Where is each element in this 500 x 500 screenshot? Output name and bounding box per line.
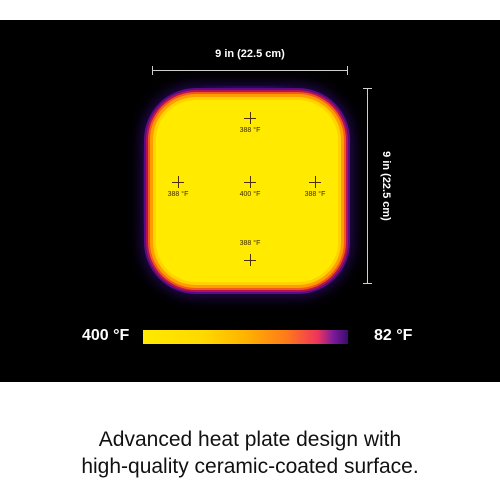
crosshair-icon	[172, 176, 184, 188]
caption-line-2: high-quality ceramic-coated surface.	[81, 455, 419, 478]
probe-center-temp: 400 °F	[239, 191, 261, 198]
height-dimension-line	[363, 88, 372, 284]
width-dimension-label: 9 in (22.5 cm)	[215, 48, 285, 60]
width-dimension-line	[152, 66, 348, 75]
scale-min-label: 400 °F	[82, 327, 130, 344]
caption-line-1: Advanced heat plate design with	[98, 428, 402, 451]
height-dimension-label: 9 in (22.5 cm)	[380, 151, 392, 221]
probe-bottom-temp: 388 °F	[239, 240, 261, 247]
heat-plate	[156, 100, 338, 282]
heat-map-panel: 9 in (22.5 cm) 9 in (22.5 cm) 388 °F 388…	[0, 20, 500, 382]
crosshair-icon	[244, 176, 256, 188]
temperature-color-scale	[143, 330, 348, 344]
crosshair-icon	[244, 254, 256, 266]
scale-max-label: 82 °F	[374, 327, 413, 344]
crosshair-icon	[244, 112, 256, 124]
probe-top-temp: 388 °F	[239, 127, 261, 134]
probe-left-temp: 388 °F	[167, 191, 189, 198]
caption: Advanced heat plate design with high-qua…	[0, 426, 500, 480]
probe-right-temp: 388 °F	[304, 191, 326, 198]
crosshair-icon	[309, 176, 321, 188]
